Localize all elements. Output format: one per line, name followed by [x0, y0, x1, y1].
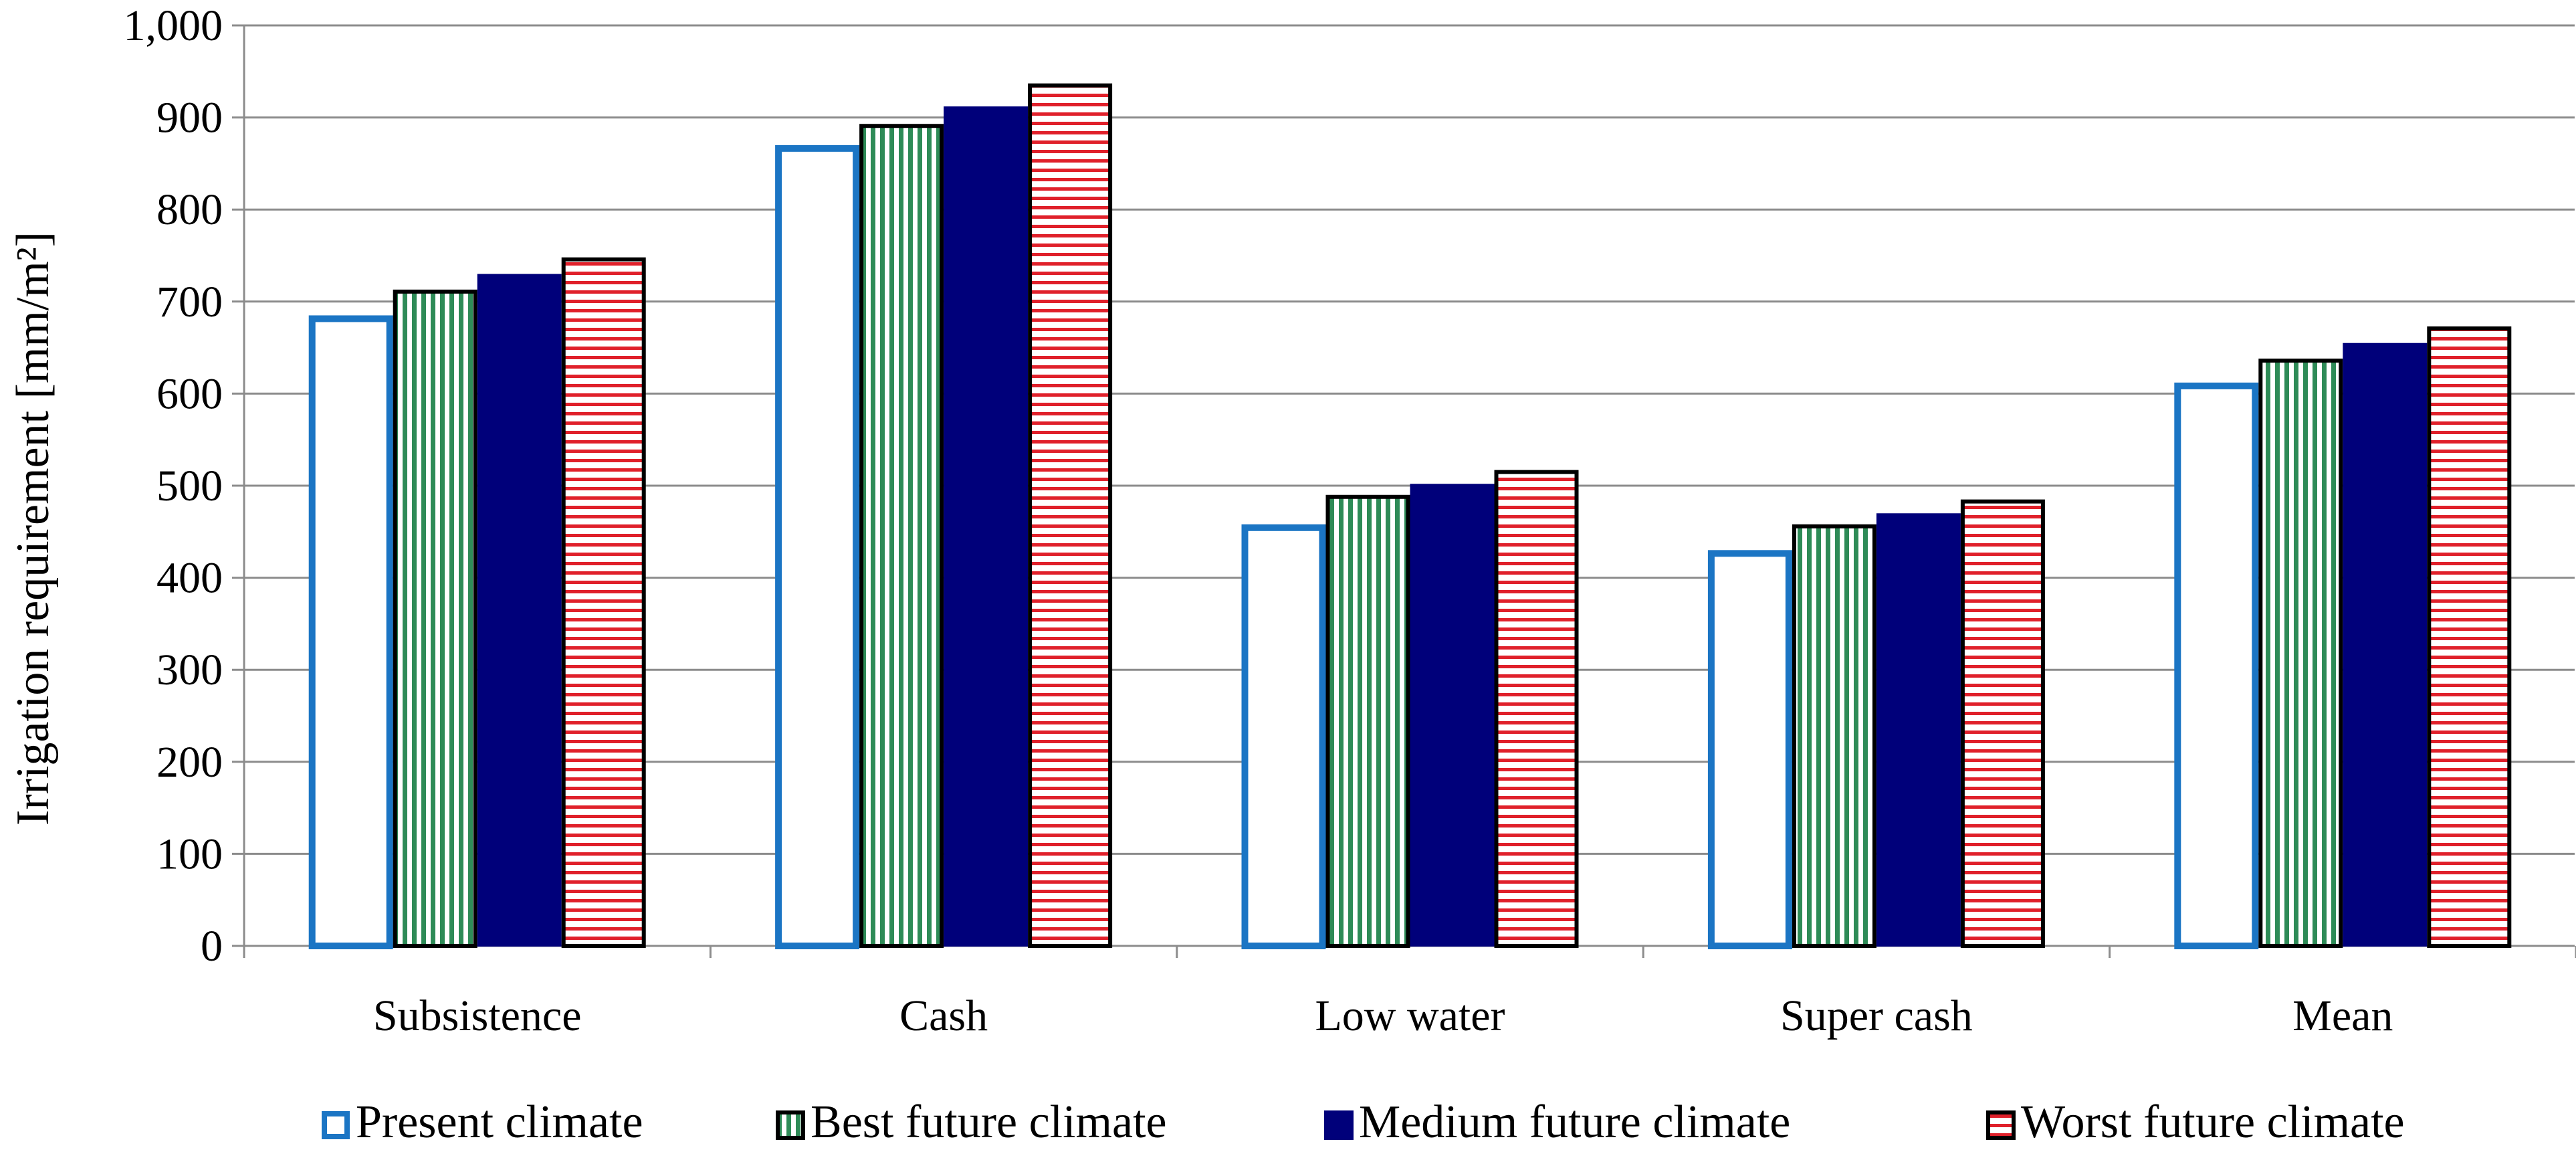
bar-worst-future-climate: [1494, 470, 1579, 948]
y-tick-label: 100: [156, 830, 223, 878]
y-tick-label: 500: [156, 462, 223, 510]
y-tick-label: 1,000: [124, 1, 223, 50]
bar-worst-future-climate: [2427, 326, 2512, 948]
bar-present-climate: [775, 144, 860, 949]
bar-medium-future-climate: [1410, 484, 1495, 947]
y-tick-label: 800: [156, 185, 223, 234]
y-tick-label: 300: [156, 646, 223, 694]
bar-worst-future-climate: [1960, 499, 2045, 948]
bar-present-climate: [1707, 550, 1792, 949]
legend-label: Present climate: [356, 1096, 643, 1148]
legend-swatch: [1986, 1110, 2016, 1140]
bar-best-future-climate: [1792, 524, 1876, 948]
bar-medium-future-climate: [477, 274, 562, 947]
x-category-label: Subsistence: [373, 991, 582, 1040]
bar-best-future-climate: [2258, 359, 2343, 948]
axis-labels: 0 100 200 300 400 500 600 700 800 900 1,000 Subsist…: [124, 1, 2393, 1040]
legend: Present climate Best future climate Medium…: [322, 1096, 2405, 1148]
bar-present-climate: [308, 315, 393, 949]
bar-present-climate: [1241, 524, 1326, 949]
y-axis-title: Irrigation requirement [mm/m²]: [7, 231, 59, 825]
bar-present-climate: [2174, 382, 2259, 949]
y-tick-label: 600: [156, 369, 223, 418]
bar-medium-future-climate: [2343, 343, 2428, 947]
legend-label: Worst future climate: [2021, 1096, 2405, 1148]
y-tick-label: 700: [156, 278, 223, 326]
bar-best-future-climate: [393, 289, 477, 948]
bar-medium-future-climate: [1876, 513, 1961, 947]
legend-swatch: [776, 1110, 805, 1140]
x-category-label: Mean: [2292, 991, 2393, 1040]
y-tick-label: 0: [201, 922, 223, 971]
y-tick-label: 900: [156, 94, 223, 142]
x-category-label: Low water: [1315, 991, 1505, 1040]
bar-medium-future-climate: [944, 106, 1029, 947]
bar-worst-future-climate: [1028, 83, 1113, 949]
bars: [308, 83, 2512, 949]
bar-worst-future-climate: [561, 257, 646, 949]
x-category-label: Super cash: [1780, 991, 1973, 1040]
legend-swatch: [322, 1111, 350, 1139]
legend-label: Medium future climate: [1359, 1096, 1790, 1148]
legend-label: Best future climate: [811, 1096, 1167, 1148]
x-category-label: Cash: [899, 991, 988, 1040]
y-tick-label: 200: [156, 738, 223, 787]
bar-best-future-climate: [859, 124, 944, 948]
legend-swatch: [1324, 1110, 1354, 1140]
bar-best-future-climate: [1325, 494, 1410, 948]
y-tick-label: 400: [156, 554, 223, 603]
